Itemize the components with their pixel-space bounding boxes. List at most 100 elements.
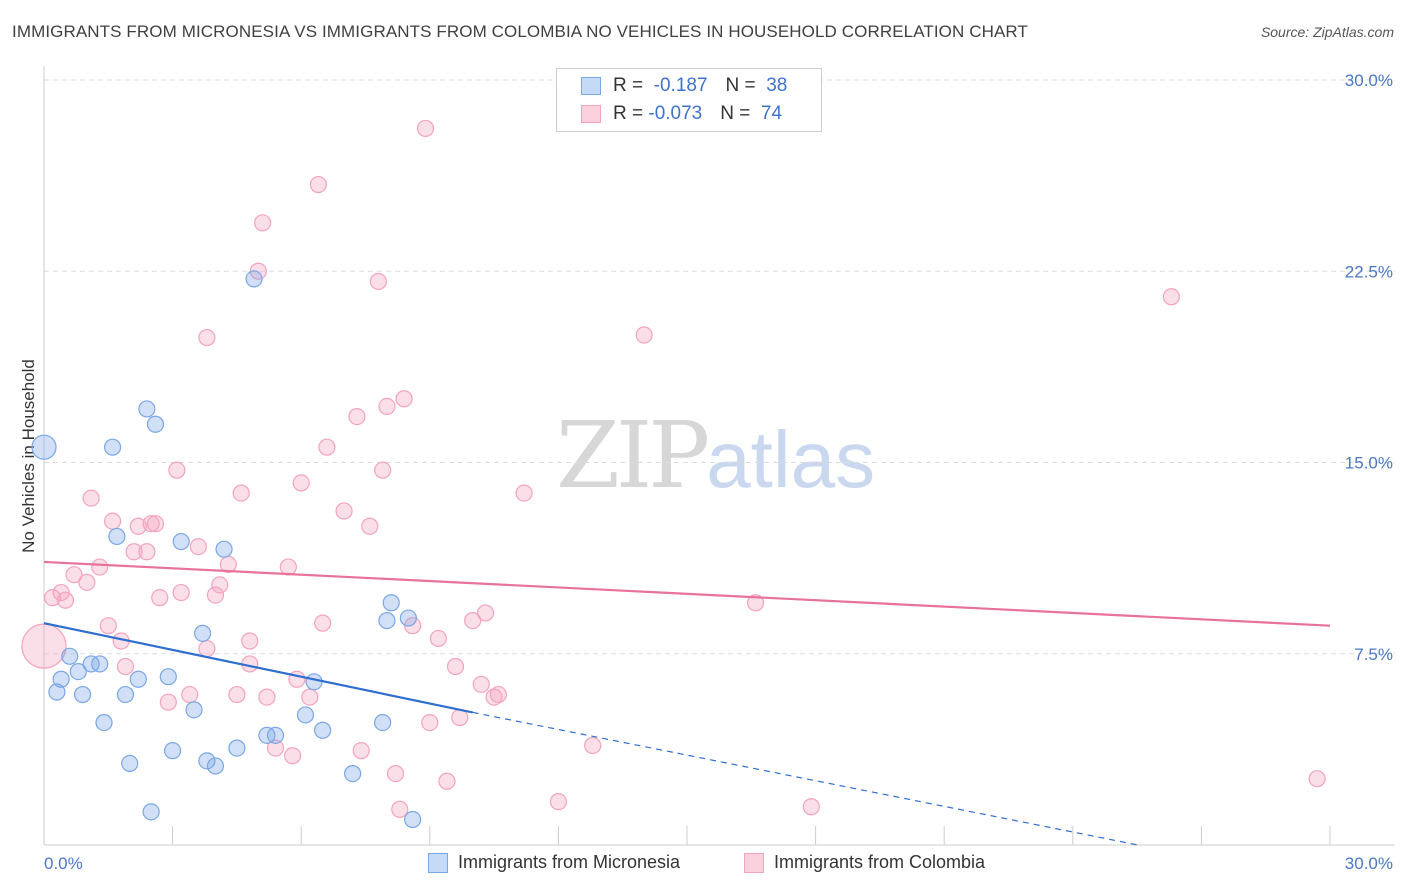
legend-r-value: -0.187 [653, 75, 708, 96]
micronesia-point [344, 764, 362, 783]
tick-labels: 7.5% 15.0% 22.5% 30.0% 0.0% 30.0% [44, 71, 1393, 873]
colombia-points [21, 119, 1326, 818]
micronesia-point [138, 400, 156, 418]
source-credit: Source: ZipAtlas.com [1260, 24, 1394, 40]
micronesia-trend-line [43, 622, 473, 714]
colombia-point [21, 623, 67, 669]
micronesia-point [382, 594, 400, 612]
micronesia-point [142, 803, 160, 821]
y-tick-label: 22.5% [1345, 262, 1393, 281]
zipatlas-watermark: ZIPatlas [556, 402, 875, 509]
colombia-point [386, 764, 405, 783]
colombia-point [228, 685, 246, 704]
trend-lines [43, 560, 1331, 846]
colombia-point [43, 589, 62, 607]
colombia-point [584, 736, 602, 755]
micronesia-point [69, 662, 87, 681]
colombia-point [172, 583, 190, 602]
micronesia-point [374, 713, 392, 732]
colombia-point [266, 739, 285, 757]
colombia-point [746, 594, 765, 612]
colombia-point [146, 515, 165, 533]
micronesia-legend-label: Immigrants from Micronesia [458, 852, 681, 872]
colombia-point [142, 515, 160, 533]
micronesia-point [305, 673, 323, 691]
watermark-zip: ZIP [556, 402, 710, 509]
colombia-point [65, 566, 83, 584]
micronesia-point [404, 810, 422, 829]
micronesia-point [164, 742, 182, 760]
y-tick-label: 15.0% [1345, 454, 1393, 473]
colombia-point [485, 688, 503, 706]
colombia-point [421, 713, 439, 732]
colombia-point [476, 604, 495, 622]
colombia-point [391, 800, 409, 818]
colombia-point [515, 484, 533, 502]
chart-title: IMMIGRANTS FROM MICRONESIA VS IMMIGRANTS… [12, 22, 1028, 41]
colombia-point [378, 397, 396, 415]
y-tick-label: 30.0% [1345, 71, 1393, 90]
colombia-point [254, 214, 272, 232]
legend-row-colombia: R = -0.073 N = 74 [581, 102, 782, 126]
micronesia-point [206, 757, 225, 775]
micronesia-point [48, 683, 66, 701]
legend-n-value: 38 [766, 75, 788, 96]
x-tick-label: 0.0% [44, 854, 83, 873]
colombia-point [314, 614, 332, 632]
micronesia-legend-swatch [428, 852, 448, 873]
legend-n-value: 74 [760, 103, 783, 124]
colombia-point [374, 461, 392, 479]
micronesia-point [61, 647, 79, 665]
micronesia-point [121, 754, 139, 773]
colombia-point [168, 461, 186, 479]
micronesia-point [296, 706, 315, 724]
colombia-point [318, 438, 336, 456]
colombia-point [198, 328, 216, 347]
colombia-point [369, 272, 387, 291]
micronesia-point [31, 434, 57, 460]
colombia-point [472, 675, 490, 693]
colombia-point [82, 489, 100, 507]
legend-r-value: -0.073 [648, 103, 703, 124]
micronesia-point [215, 540, 233, 558]
legend-n-label: N = [720, 103, 756, 124]
micronesia-point [103, 438, 122, 456]
micronesia-swatch [581, 77, 601, 95]
colombia-point [116, 657, 135, 676]
colombia-point [56, 591, 75, 609]
colombia-point [129, 517, 147, 535]
colombia-point [181, 685, 199, 704]
colombia-point [151, 589, 169, 607]
legend-r-label: R = [613, 103, 649, 124]
colombia-point [348, 408, 366, 426]
colombia-point [416, 119, 435, 138]
colombia-point [438, 772, 456, 790]
watermark-atlas: atlas [706, 415, 876, 504]
colombia-point [138, 543, 156, 561]
colombia-point [301, 688, 319, 706]
micronesia-point [146, 415, 165, 433]
colombia-point [241, 632, 259, 650]
colombia-point [429, 629, 447, 648]
micronesia-point [266, 726, 285, 744]
colombia-point [258, 688, 276, 706]
colombia-point [159, 693, 177, 711]
micronesia-point [116, 685, 135, 704]
micronesia-point [91, 655, 109, 673]
colombia-point [103, 512, 122, 530]
colombia-point [99, 617, 117, 635]
micronesia-points [31, 270, 422, 829]
colombia-point [211, 576, 229, 594]
colombia-point [125, 543, 143, 561]
colombia-point [309, 175, 327, 194]
micronesia-point [245, 270, 263, 288]
micronesia-point [185, 701, 203, 719]
legend-n-label: N = [725, 75, 761, 96]
micronesia-point [73, 685, 92, 704]
gridlines [44, 79, 1395, 655]
legend-r-label: R = [613, 75, 649, 96]
correlation-legend: R = -0.187 N = 38 R = -0.073 N = 74 [556, 68, 822, 132]
colombia-point [206, 586, 225, 604]
micronesia-point [108, 527, 126, 546]
